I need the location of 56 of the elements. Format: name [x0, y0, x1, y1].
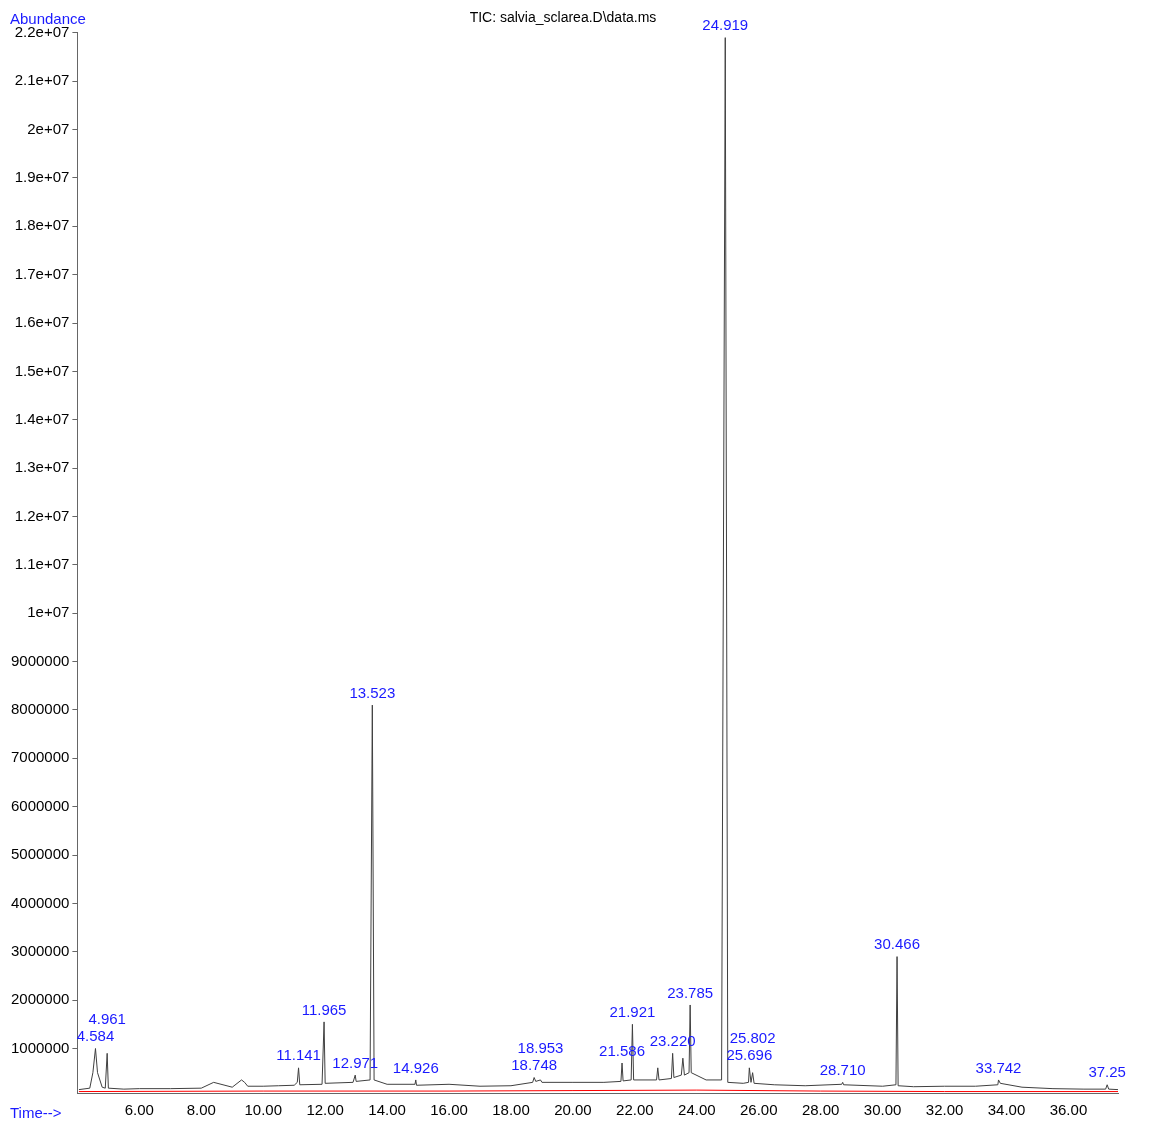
annotation: 25.802: [729, 1029, 776, 1047]
y-tick-label: 1.9e+07: [14, 168, 70, 186]
y-axis-title: Abundance: [10, 9, 86, 27]
y-tick-label: 1.4e+07: [14, 409, 70, 427]
y-tick-label: 5000000: [10, 845, 70, 863]
y-tick-label: 1.8e+07: [14, 216, 70, 234]
y-tick-label: 7000000: [10, 748, 70, 766]
x-tick-label: 24.00: [678, 1101, 716, 1119]
annotation: 37.25: [1088, 1063, 1126, 1081]
annotation: 18.748: [511, 1056, 558, 1074]
y-tick-label: 9000000: [10, 651, 70, 669]
x-tick-label: 20.00: [554, 1101, 592, 1119]
annotation: 24.919: [702, 16, 749, 34]
x-tick-label: 10.00: [244, 1101, 282, 1119]
annotation: 11.965: [301, 1000, 347, 1018]
y-tick-label: 1.5e+07: [14, 361, 70, 379]
annotation: 12.971: [332, 1053, 379, 1071]
x-tick-label: 26.00: [739, 1101, 778, 1119]
x-tick-label: 14.00: [368, 1101, 406, 1119]
annotation: 30.466: [874, 935, 920, 953]
y-tick-label: 2000000: [10, 990, 70, 1008]
chart-title: TIC: salvia_sclarea.D\data.ms: [469, 9, 657, 26]
x-tick-label: 6.00: [124, 1101, 154, 1119]
y-tick-label: 1.1e+07: [14, 554, 70, 572]
x-tick-label: 32.00: [925, 1101, 964, 1119]
x-tick-label: 30.00: [863, 1101, 902, 1119]
y-tick-label: 6000000: [10, 796, 70, 814]
annotation: 23.785: [667, 983, 714, 1001]
x-tick-label: 16.00: [430, 1101, 468, 1119]
y-tick-label: 1000000: [10, 1038, 70, 1056]
y-tick-label: 8000000: [10, 700, 70, 718]
x-tick-label: 22.00: [616, 1101, 654, 1119]
y-tick-label: 1.3e+07: [14, 458, 70, 476]
y-tick-label: 2.1e+07: [14, 71, 70, 89]
y-tick-label: 3000000: [10, 941, 70, 959]
y-tick-label: 2e+07: [27, 119, 70, 137]
x-tick-label: 34.00: [987, 1101, 1026, 1119]
y-tick-label: 1.6e+07: [14, 313, 70, 331]
x-tick-label: 28.00: [801, 1101, 840, 1119]
y-tick-label: 1e+07: [27, 603, 70, 621]
annotation: 14.926: [392, 1058, 439, 1076]
x-tick-label: 8.00: [186, 1101, 216, 1119]
x-tick-label: 36.00: [1049, 1101, 1088, 1119]
x-tick-label: 18.00: [492, 1101, 530, 1119]
x-tick-label: 12.00: [306, 1101, 344, 1119]
annotation: 28.710: [819, 1061, 866, 1078]
annotation: 13.523: [349, 683, 396, 701]
annotation: 11.141: [276, 1046, 321, 1064]
annotation: 33.742: [975, 1058, 1022, 1076]
y-tick-label: 1.7e+07: [14, 264, 70, 282]
y-tick-label: 4000000: [10, 893, 70, 911]
annotation: 21.921: [609, 1002, 656, 1020]
annotation: 4.961: [88, 1009, 126, 1027]
annotation: 18.953: [517, 1038, 564, 1056]
y-tick-label: 1.2e+07: [14, 506, 70, 524]
x-axis-title: Time-->: [10, 1103, 62, 1121]
